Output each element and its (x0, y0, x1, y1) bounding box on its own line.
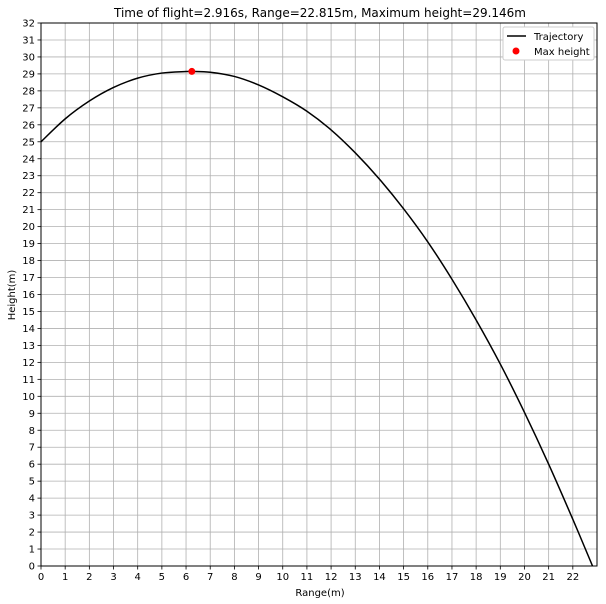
x-tick-label: 0 (38, 572, 44, 583)
y-tick-label: 21 (22, 205, 35, 216)
trajectory-line (40, 70, 594, 567)
y-tick-label: 18 (22, 256, 35, 267)
legend: Trajectory Max height (502, 26, 595, 61)
x-tick-label: 2 (86, 572, 92, 583)
x-tick-label: 17 (446, 572, 459, 583)
y-tick-label: 29 (22, 69, 35, 80)
legend-max-height-swatch (512, 47, 520, 55)
y-tick-label: 30 (22, 52, 35, 63)
legend-max-height-label: Max height (534, 47, 590, 58)
chart-title: Time of flight=2.916s, Range=22.815m, Ma… (113, 6, 526, 20)
max-height-point (188, 67, 196, 75)
series-layer (40, 67, 594, 567)
grid (40, 22, 597, 567)
x-tick-label: 22 (566, 572, 579, 583)
y-tick-label: 25 (22, 137, 35, 148)
y-tick-label: 13 (22, 341, 35, 352)
legend-trajectory-label: Trajectory (533, 32, 583, 43)
x-tick-label: 19 (494, 572, 507, 583)
x-axis-ticks: 0 1 2 3 4 5 6 7 8 9 10 11 12 13 14 15 16 17 18 19 20 21 22 (38, 566, 579, 583)
y-tick-label: 27 (22, 103, 35, 114)
x-tick-label: 10 (276, 572, 289, 583)
y-tick-label: 12 (22, 358, 35, 369)
y-tick-label: 1 (29, 545, 35, 556)
y-axis-ticks: 0123456789101112131415161718192021222324… (22, 19, 41, 573)
x-axis-label: Range(m) (295, 588, 344, 599)
y-tick-label: 16 (22, 290, 35, 301)
y-tick-label: 11 (22, 375, 35, 386)
x-tick-label: 1 (62, 572, 68, 583)
y-tick-label: 31 (22, 35, 35, 46)
y-tick-label: 28 (22, 86, 35, 97)
x-tick-label: 11 (301, 572, 314, 583)
y-tick-label: 23 (22, 171, 35, 182)
x-tick-label: 3 (110, 572, 116, 583)
y-tick-label: 7 (29, 443, 35, 454)
y-tick-label: 17 (22, 273, 35, 284)
y-tick-label: 24 (22, 154, 35, 165)
y-tick-label: 20 (22, 222, 35, 233)
y-tick-label: 32 (22, 19, 35, 30)
y-tick-label: 0 (29, 562, 35, 573)
x-tick-label: 13 (349, 572, 362, 583)
y-tick-label: 4 (29, 494, 35, 505)
x-tick-label: 4 (135, 572, 141, 583)
x-tick-label: 20 (518, 572, 531, 583)
x-tick-label: 18 (470, 572, 483, 583)
y-tick-label: 10 (22, 392, 35, 403)
y-axis-label: Height(m) (7, 270, 18, 321)
y-tick-label: 3 (29, 511, 35, 522)
y-tick-label: 14 (22, 324, 35, 335)
x-tick-label: 16 (421, 572, 434, 583)
y-tick-label: 19 (22, 239, 35, 250)
x-tick-label: 7 (207, 572, 213, 583)
x-tick-label: 21 (542, 572, 555, 583)
y-tick-label: 15 (22, 307, 35, 318)
x-tick-label: 5 (159, 572, 165, 583)
y-tick-label: 9 (29, 409, 35, 420)
x-tick-label: 12 (325, 572, 338, 583)
y-tick-label: 22 (22, 188, 35, 199)
y-tick-label: 8 (29, 426, 35, 437)
x-tick-label: 15 (397, 572, 410, 583)
y-tick-label: 2 (29, 528, 35, 539)
x-tick-label: 6 (183, 572, 189, 583)
x-tick-label: 8 (231, 572, 237, 583)
y-tick-label: 6 (29, 460, 35, 471)
x-tick-label: 14 (373, 572, 386, 583)
x-tick-label: 9 (255, 572, 261, 583)
y-tick-label: 26 (22, 120, 35, 131)
y-tick-label: 5 (29, 477, 35, 488)
